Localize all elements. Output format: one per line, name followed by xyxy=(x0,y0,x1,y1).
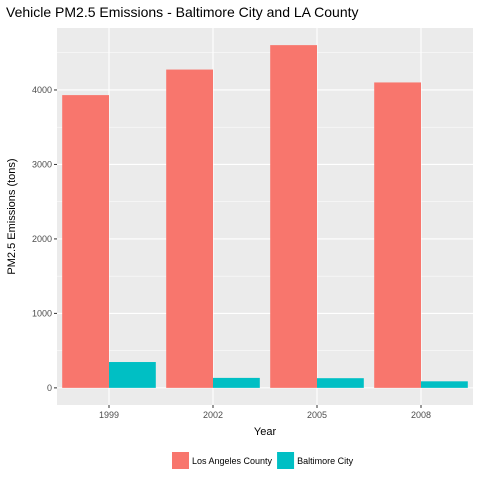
y-tick-label: 0 xyxy=(47,383,52,393)
x-tick-label: 2008 xyxy=(411,410,431,420)
y-axis: 0 1000 2000 3000 4000 xyxy=(32,85,57,393)
legend-item: Los Angeles County xyxy=(172,452,273,469)
bar xyxy=(270,45,317,388)
bar xyxy=(62,95,109,388)
bar xyxy=(213,377,260,388)
y-tick-label: 2000 xyxy=(32,234,52,244)
legend-key xyxy=(172,452,189,469)
x-tick-label: 2002 xyxy=(203,410,223,420)
y-axis-title: PM2.5 Emissions (tons) xyxy=(6,158,18,274)
x-axis-title: Year xyxy=(254,426,277,438)
x-tick-label: 1999 xyxy=(99,410,119,420)
bar xyxy=(421,381,468,388)
bar xyxy=(374,82,421,388)
y-tick-label: 4000 xyxy=(32,85,52,95)
legend-key xyxy=(277,452,295,469)
legend-item: Baltimore City xyxy=(277,452,354,469)
bars xyxy=(62,45,468,388)
x-tick-label: 2005 xyxy=(307,410,327,420)
bar xyxy=(166,69,213,388)
bar xyxy=(109,362,156,388)
legend-label: Baltimore City xyxy=(297,456,354,466)
y-tick-label: 3000 xyxy=(32,159,52,169)
legend-label: Los Angeles County xyxy=(192,456,273,466)
legend: Los Angeles County Baltimore City xyxy=(172,452,354,469)
y-tick-label: 1000 xyxy=(32,308,52,318)
chart-title: Vehicle PM2.5 Emissions - Baltimore City… xyxy=(6,4,359,20)
bar xyxy=(317,378,364,388)
x-axis: 1999 2002 2005 2008 xyxy=(99,405,431,420)
